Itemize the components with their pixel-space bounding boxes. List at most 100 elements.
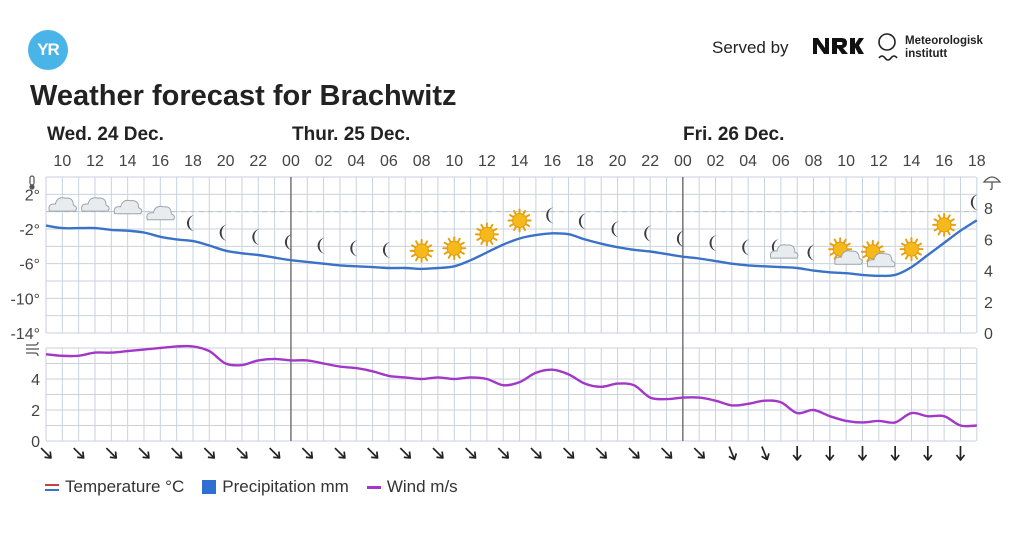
sun-ray [904,238,909,245]
wind-arrow-head [207,451,216,459]
wind-point [372,371,373,372]
wind-direction-arrows [40,446,966,461]
wind-arrow-head [567,451,575,459]
wind-arrow-shaft [628,447,639,458]
cloud-shape [866,252,896,268]
wind-arrow-shaft [334,447,345,458]
legend-wind-label: Wind m/s [386,477,458,496]
nrk-logo[interactable] [812,34,864,63]
moon-crescent [186,215,195,232]
sun-ray [933,227,940,232]
temperature-point [617,247,618,248]
sun-disc [936,217,952,233]
cloud-shape [146,205,175,221]
day-label: Thur. 25 Dec. [292,124,410,145]
yr-logo[interactable]: YR [28,30,68,70]
sun-ray [833,238,838,245]
legend-temperature[interactable]: Temperature °C [45,477,184,497]
temperature-point [192,241,193,242]
wind-point [94,352,95,353]
sun-ray [937,214,942,220]
temperature-point [895,274,896,275]
wind-point [111,352,112,353]
wind-arrow-head [923,454,933,461]
wind-point [650,397,651,398]
wind-arrow-shaft [595,447,607,458]
wind-arrow-shaft [761,446,768,459]
thermometer-stem [29,175,35,186]
forecast-chart: Wed. 24 Dec. Thur. 25 Dec. Fri. 26 Dec. 10 1… [10,124,1002,461]
wind-point [274,358,275,359]
temperature-point [764,266,765,267]
moon-icon [611,221,620,238]
hour-tick-label: 16 [935,153,953,170]
moon-icon [317,237,326,254]
wind-point [846,420,847,421]
moon-icon [284,234,293,251]
wind-arrow-shaft [138,447,149,458]
moon-crescent [709,235,718,252]
day-label: Wed. 24 Dec. [47,124,164,145]
hour-tick-label: 06 [380,153,398,170]
wind-point [176,346,177,347]
temp-y-tick: -2° [19,222,40,239]
sun-disc [512,213,528,229]
cloud-shape [769,244,799,259]
sun-disc [446,240,462,256]
hour-tick-label: 10 [53,153,71,170]
wind-arrow-icon [301,447,314,459]
wind-point [633,385,634,386]
sun-ray [875,241,880,247]
wind-arrow-head [469,451,477,459]
sun-ray [949,227,955,232]
wind-arrow-icon [693,447,705,459]
temperature-point [454,266,455,267]
wind-point [519,382,520,383]
wind-point [748,403,749,404]
wind-point [241,364,242,365]
wind-arrow-shaft [73,447,84,458]
sun-icon [860,239,885,264]
hour-tick-label: 02 [315,153,333,170]
met-institute-name: Meteorologisk institutt [905,35,983,61]
hour-tick-label: 02 [707,153,725,170]
wind-arrow-head [305,451,314,459]
legend-wind[interactable]: Wind m/s [366,477,458,497]
wind-arrow-shaft [301,447,313,458]
sun-icon [507,208,532,233]
wind-arrow-icon [563,447,575,459]
sun-ray [489,223,494,230]
wind-arrow-head [109,451,118,459]
sun-ray [937,229,942,236]
sun-icon [474,222,499,247]
hour-tick-label: 18 [576,153,594,170]
moon-icon [252,229,261,245]
temperature-point [356,266,357,267]
temperature-point [209,245,210,246]
hour-tick-label: 00 [282,153,300,170]
hour-tick-label: 12 [86,153,104,170]
moon-icon [644,225,653,242]
sun-ray [877,245,884,250]
precip-y-tick: 2 [984,295,993,312]
sun-ray [866,241,871,247]
cloud-shape [48,197,77,212]
wind-point [45,354,46,355]
thermometer-icon [29,175,35,190]
temperature-point [323,263,324,264]
sun-ray [459,250,465,255]
wind-point [731,405,732,406]
sun-ray [415,240,420,246]
legend-precipitation[interactable]: Precipitation mm [202,477,349,497]
sun-ray [480,239,485,245]
sun-ray [443,250,450,255]
wind-arrow-shaft [236,447,247,458]
met-institute-logo[interactable] [876,32,900,69]
sun-disc [479,226,495,242]
hour-tick-label: 08 [805,153,823,170]
wind-point [960,425,961,426]
met-name-line-2: institutt [905,48,948,60]
wind-point [944,416,945,417]
temperature-point [503,244,504,245]
wind-arrow-icon [890,446,900,461]
